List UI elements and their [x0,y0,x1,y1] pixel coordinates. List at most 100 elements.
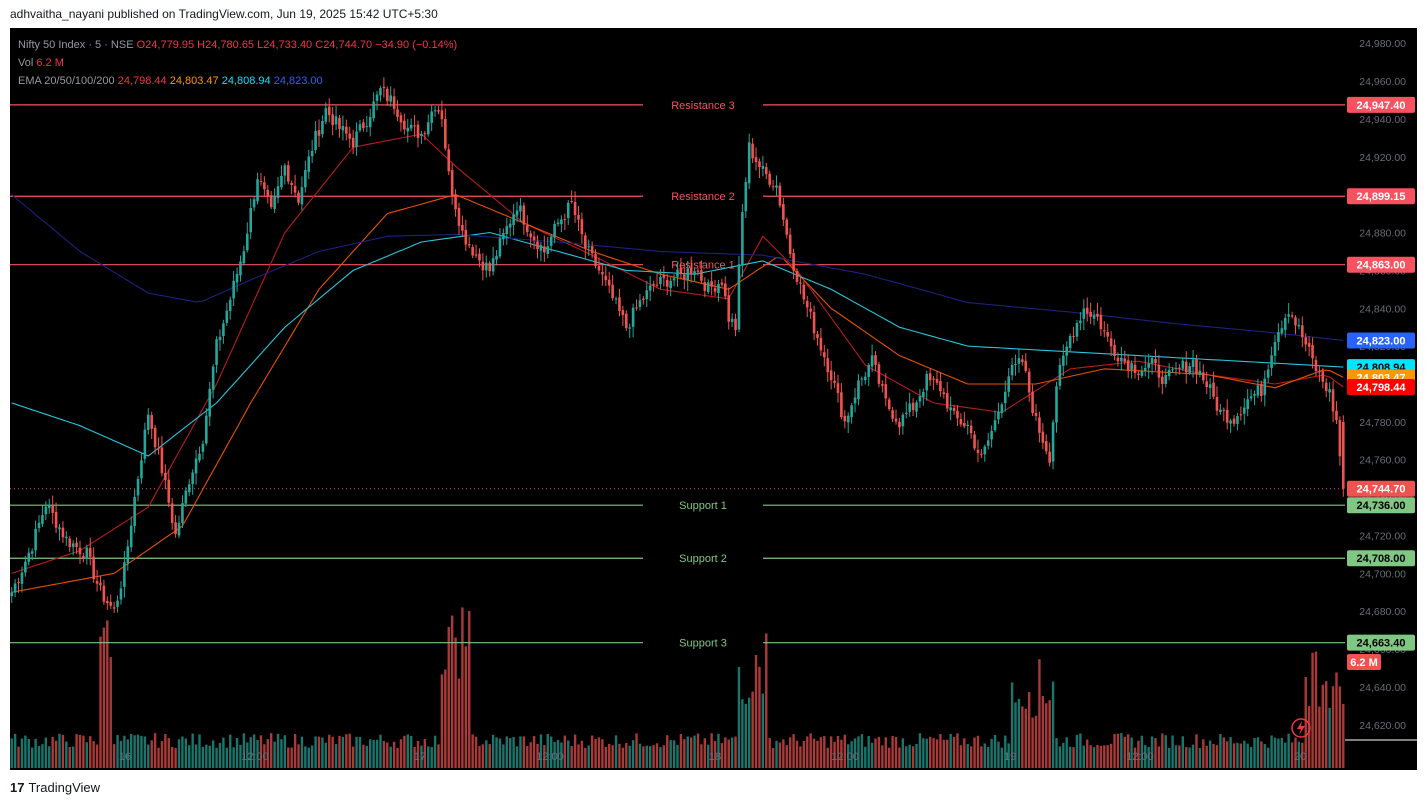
level-label: Resistance 3 [671,100,735,112]
candle-body [58,527,61,530]
y-tick-label: 24,940.00 [1359,114,1406,126]
candle-body [187,484,191,493]
candle-body [587,246,591,248]
candle-body [1215,396,1219,411]
candle-body [628,327,631,329]
volume-bar [686,736,689,768]
chart-area[interactable]: Resistance 3 Resistance 2 Resistance 1 Supp… [10,28,1417,770]
y-tick-label: 24,620.00 [1359,720,1406,732]
volume-bar [170,746,174,768]
volume-bar [406,734,409,768]
candle-body [863,376,867,381]
volume-bar [594,739,597,768]
volume-bar [1256,737,1260,768]
volume-bar [375,739,379,768]
candle-body [474,254,478,256]
level-label: Support 3 [679,638,727,650]
volume-bar [608,743,611,768]
symbol-label[interactable]: Nifty 50 Index · 5 · NSE [18,39,134,51]
volume-bar [959,745,963,768]
candle-body [1280,328,1284,334]
volume-bar [109,657,112,768]
volume-bar [973,737,976,768]
candle-body [126,546,130,564]
candle-body [1140,370,1144,376]
volume-bar [560,742,563,768]
candle-body [478,253,481,261]
volume-bar [853,738,857,768]
volume-bar [1041,695,1045,768]
candle-body [532,236,536,241]
level-label-bg [643,497,763,514]
volume-bar [218,742,222,768]
candle-body [525,225,529,232]
volume-bar [522,736,526,768]
candle-body [116,600,119,607]
support-price-tag: 24,736.00 [1357,500,1406,512]
candle-body [1106,332,1110,337]
volume-bar [1099,745,1103,768]
volume-bar [1004,735,1007,768]
candle-body [563,219,567,221]
volume-bar [1188,747,1191,768]
volume-bar [1123,736,1126,768]
candle-body [334,116,338,125]
volume-bar [1140,735,1144,768]
ema-label[interactable]: EMA 20/50/100/200 [18,75,115,87]
volume-bar [447,626,450,768]
volume-bar [1280,737,1284,768]
candle-body [1239,414,1243,416]
candle-body [245,233,249,251]
candle-body [717,283,720,294]
candle-body [1154,358,1157,364]
candle-body [782,203,785,220]
volume-bar [761,693,765,768]
candle-body [1055,386,1058,423]
volume-label[interactable]: Vol [18,57,34,69]
volume-bar [584,747,587,768]
candle-body [379,88,382,96]
volume-bar [672,740,676,768]
volume-bar [857,736,860,768]
candle-body [351,137,355,148]
volume-bar [464,646,468,768]
replay-icon[interactable] [1291,718,1311,738]
candle-body [1041,431,1045,443]
lightning-icon[interactable] [1297,721,1305,735]
tradingview-logo[interactable]: 17 TradingView [10,780,100,795]
volume-bar [724,737,727,768]
volume-bar [481,744,485,768]
volume-bar [645,745,648,768]
volume-bar [952,736,956,768]
volume-bar [666,735,669,768]
volume-bar [389,746,392,768]
volume-bar [420,745,423,768]
candle-body [986,440,990,446]
candle-body [396,109,399,117]
candle-body [71,543,75,548]
volume-bar [215,747,218,768]
candle-body [150,415,153,429]
candle-body [293,185,297,193]
volume-bar [242,733,246,768]
candle-body [276,186,280,199]
candle-body [375,94,379,101]
volume-bar [232,747,235,768]
candle-body [198,453,201,461]
volume-bar [925,738,928,768]
candle-body [112,607,116,609]
candle-body [1191,359,1195,367]
candle-body [372,101,375,119]
candle-body [887,399,891,410]
candle-body [710,281,713,287]
candle-body [1331,389,1335,412]
candle-body [399,115,403,123]
candle-body [601,272,604,275]
volume-bar [864,746,867,768]
candle-body [1143,367,1147,371]
candle-body [1171,369,1174,371]
candle-body [1010,364,1014,376]
y-tick-label: 24,920.00 [1359,152,1406,164]
candle-body [846,415,850,423]
